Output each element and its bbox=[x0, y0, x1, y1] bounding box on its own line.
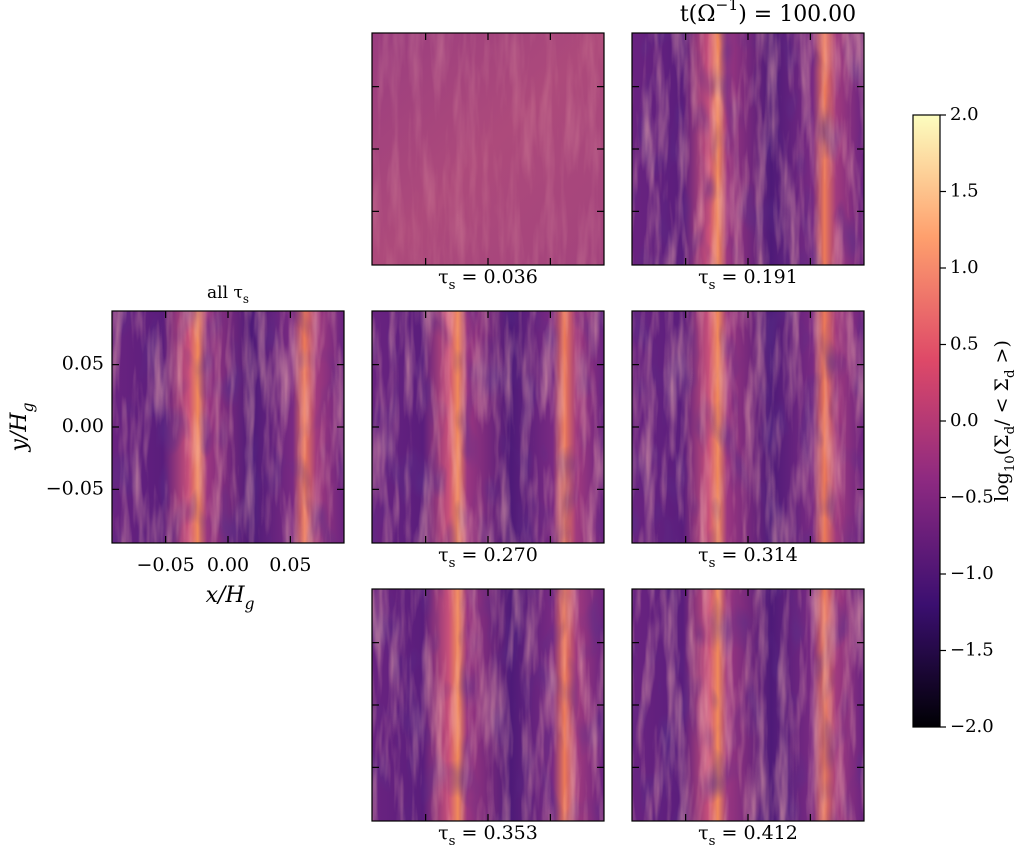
panel: τs = 0.353 bbox=[371, 588, 605, 846]
colorbar-tick-label: −2.0 bbox=[950, 716, 994, 737]
text-part: s bbox=[449, 834, 456, 846]
panel-label: τs = 0.036 bbox=[438, 266, 538, 293]
y-tick-label: 0.00 bbox=[62, 415, 104, 437]
colorbar-label: log10(Σd/ < Σd >) bbox=[991, 340, 1018, 502]
panel-label: τs = 0.412 bbox=[698, 822, 798, 846]
panel: τs = 0.191 bbox=[631, 32, 865, 293]
heatmap-texture bbox=[632, 589, 864, 821]
y-tick-label: 0.05 bbox=[62, 353, 104, 375]
text-part: = 0.314 bbox=[715, 544, 797, 566]
panel-label: τs = 0.191 bbox=[698, 266, 798, 293]
text-part: s bbox=[243, 292, 249, 306]
text-part: (Σ bbox=[991, 434, 1013, 455]
text-part: −1 bbox=[715, 0, 738, 14]
text-part: d bbox=[1003, 425, 1018, 434]
heatmap-texture bbox=[372, 589, 604, 821]
text-part: s bbox=[709, 556, 716, 571]
text-part: 10 bbox=[1003, 455, 1018, 472]
y-tick-label: −0.05 bbox=[46, 477, 104, 499]
colorbar: −2.0 −1.5 −1.0 −0.5 0.0 0.5 1.0 1.5 2.0 bbox=[912, 104, 994, 737]
colorbar-tick-label: 0.5 bbox=[950, 334, 979, 355]
text-part: s bbox=[709, 278, 716, 293]
text-part: s bbox=[449, 556, 456, 571]
figure-title: t(Ω−1) = 100.00 bbox=[680, 0, 856, 27]
panel-label: τs = 0.353 bbox=[438, 822, 538, 846]
text-part: τ bbox=[438, 266, 449, 288]
text-part: log bbox=[991, 472, 1013, 502]
text-part: / < Σ bbox=[991, 378, 1013, 426]
y-axis-label: y/Hg bbox=[7, 402, 37, 452]
colorbar-tick-label: 0.0 bbox=[950, 410, 979, 431]
text-part: = 0.191 bbox=[715, 266, 797, 288]
x-axis-label: x/Hg bbox=[206, 583, 255, 613]
text-part: all τ bbox=[207, 283, 243, 303]
text-part: g bbox=[245, 595, 255, 613]
panel: τs = 0.412 bbox=[631, 588, 865, 846]
colorbar-tick-label: 2.0 bbox=[950, 104, 979, 125]
x-tick-label: −0.05 bbox=[137, 554, 195, 576]
panel: −0.05 0.00 0.05 −0.05 0.00 0.05 all τs bbox=[46, 283, 345, 576]
panel: τs = 0.270 bbox=[371, 310, 605, 571]
heatmap-texture bbox=[372, 33, 604, 265]
x-tick-label: 0.05 bbox=[269, 554, 311, 576]
text-part: τ bbox=[438, 822, 449, 844]
text-part: g bbox=[19, 402, 37, 412]
text-part: τ bbox=[698, 822, 709, 844]
x-tick-label: 0.00 bbox=[207, 554, 249, 576]
text-part: τ bbox=[698, 544, 709, 566]
panel: τs = 0.036 bbox=[371, 32, 605, 293]
text-part: τ bbox=[438, 544, 449, 566]
text-part: = 0.412 bbox=[715, 822, 797, 844]
text-part: x/H bbox=[206, 583, 246, 608]
colorbar-tick-label: −1.0 bbox=[950, 563, 994, 584]
panel-label: all τs bbox=[207, 283, 249, 307]
colorbar-body bbox=[912, 114, 941, 728]
heatmap-texture bbox=[372, 311, 604, 543]
heatmap-texture bbox=[632, 311, 864, 543]
text-part: y/H bbox=[7, 412, 32, 453]
panel-label: τs = 0.270 bbox=[438, 544, 538, 571]
text-part: >) bbox=[991, 340, 1013, 369]
panel-label: τs = 0.314 bbox=[698, 544, 798, 571]
heatmap-texture bbox=[632, 33, 864, 265]
panel: τs = 0.314 bbox=[631, 310, 865, 571]
colorbar-tick-label: −0.5 bbox=[950, 487, 994, 508]
text-part: = 0.036 bbox=[455, 266, 537, 288]
heatmap-texture bbox=[112, 311, 344, 543]
text-part: d bbox=[1003, 369, 1018, 378]
colorbar-tick-label: 1.0 bbox=[950, 257, 979, 278]
text-part: τ bbox=[698, 266, 709, 288]
text-part: ) = 100.00 bbox=[738, 2, 856, 27]
text-part: = 0.353 bbox=[455, 822, 537, 844]
text-part: t(Ω bbox=[680, 2, 716, 27]
text-part: = 0.270 bbox=[455, 544, 537, 566]
colorbar-tick-label: −1.5 bbox=[950, 640, 994, 661]
text-part: s bbox=[709, 834, 716, 846]
colorbar-tick-label: 1.5 bbox=[950, 181, 979, 202]
text-part: s bbox=[449, 278, 456, 293]
